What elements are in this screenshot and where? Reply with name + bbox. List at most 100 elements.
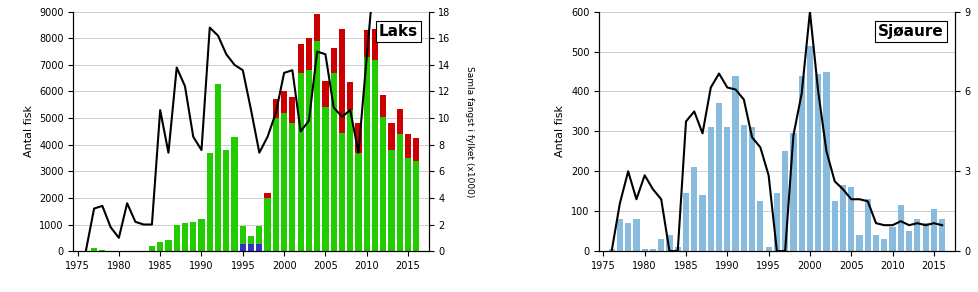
- Bar: [231, 137, 238, 251]
- Bar: [649, 249, 655, 251]
- Bar: [880, 239, 886, 251]
- Bar: [405, 158, 411, 251]
- Bar: [413, 161, 419, 251]
- Bar: [256, 244, 262, 251]
- Bar: [240, 244, 245, 251]
- Bar: [338, 29, 344, 133]
- Y-axis label: Antal fisk: Antal fisk: [23, 105, 33, 157]
- Bar: [413, 138, 419, 161]
- Bar: [822, 72, 828, 251]
- Bar: [897, 205, 903, 251]
- Bar: [864, 199, 870, 251]
- Bar: [305, 38, 312, 70]
- Bar: [289, 124, 295, 251]
- Bar: [913, 219, 919, 251]
- Text: Laks: Laks: [378, 24, 418, 39]
- Bar: [757, 201, 763, 251]
- Bar: [247, 244, 254, 251]
- Bar: [856, 235, 862, 251]
- Bar: [748, 127, 754, 251]
- Bar: [297, 73, 303, 251]
- Bar: [388, 124, 394, 150]
- Bar: [281, 113, 287, 251]
- Bar: [641, 249, 647, 251]
- Bar: [363, 30, 370, 57]
- Bar: [199, 219, 204, 251]
- Bar: [781, 151, 787, 251]
- Bar: [331, 73, 336, 251]
- Bar: [724, 127, 730, 251]
- Bar: [773, 193, 779, 251]
- Bar: [683, 193, 689, 251]
- Bar: [314, 41, 320, 251]
- Bar: [273, 100, 279, 118]
- Y-axis label: Antal fisk: Antal fisk: [555, 105, 565, 157]
- Bar: [264, 198, 270, 251]
- Bar: [347, 110, 353, 251]
- Bar: [789, 133, 796, 251]
- Bar: [322, 81, 329, 107]
- Bar: [355, 153, 361, 251]
- Bar: [215, 84, 221, 251]
- Bar: [156, 242, 163, 251]
- Bar: [281, 91, 287, 113]
- Bar: [322, 107, 329, 251]
- Bar: [355, 124, 361, 153]
- Bar: [297, 44, 303, 73]
- Bar: [190, 222, 197, 251]
- Bar: [405, 134, 411, 158]
- Bar: [889, 227, 895, 251]
- Bar: [666, 235, 672, 251]
- Bar: [847, 187, 854, 251]
- Bar: [363, 57, 370, 251]
- Text: Sjøaure: Sjøaure: [877, 24, 943, 39]
- Bar: [247, 237, 254, 244]
- Bar: [938, 219, 945, 251]
- Bar: [372, 29, 378, 60]
- Bar: [740, 126, 746, 251]
- Bar: [91, 248, 97, 251]
- Bar: [165, 241, 171, 251]
- Bar: [396, 134, 403, 251]
- Bar: [338, 133, 344, 251]
- Bar: [732, 76, 738, 251]
- Bar: [633, 219, 639, 251]
- Bar: [331, 48, 336, 73]
- Bar: [273, 118, 279, 251]
- Bar: [798, 76, 804, 251]
- Bar: [830, 201, 837, 251]
- Bar: [690, 167, 696, 251]
- Bar: [905, 231, 911, 251]
- Bar: [657, 239, 664, 251]
- Bar: [256, 226, 262, 244]
- Bar: [616, 219, 622, 251]
- Bar: [839, 185, 845, 251]
- Bar: [182, 223, 188, 251]
- Bar: [379, 95, 386, 117]
- Bar: [173, 225, 180, 251]
- Bar: [930, 209, 936, 251]
- Bar: [608, 249, 614, 251]
- Bar: [872, 235, 878, 251]
- Bar: [264, 193, 270, 198]
- Bar: [347, 82, 353, 110]
- Y-axis label: Samla fangst i fylket (x1000): Samla fangst i fylket (x1000): [465, 66, 473, 197]
- Bar: [305, 70, 312, 251]
- Bar: [707, 127, 713, 251]
- Bar: [715, 103, 722, 251]
- Bar: [388, 150, 394, 251]
- Bar: [698, 195, 705, 251]
- Bar: [921, 223, 928, 251]
- Bar: [314, 14, 320, 41]
- Bar: [815, 74, 821, 251]
- Bar: [223, 150, 229, 251]
- Bar: [289, 97, 295, 124]
- Bar: [765, 247, 771, 251]
- Bar: [240, 226, 245, 244]
- Bar: [206, 153, 212, 251]
- Bar: [624, 223, 631, 251]
- Bar: [149, 246, 155, 251]
- Bar: [99, 250, 106, 251]
- Bar: [674, 247, 680, 251]
- Bar: [372, 60, 378, 251]
